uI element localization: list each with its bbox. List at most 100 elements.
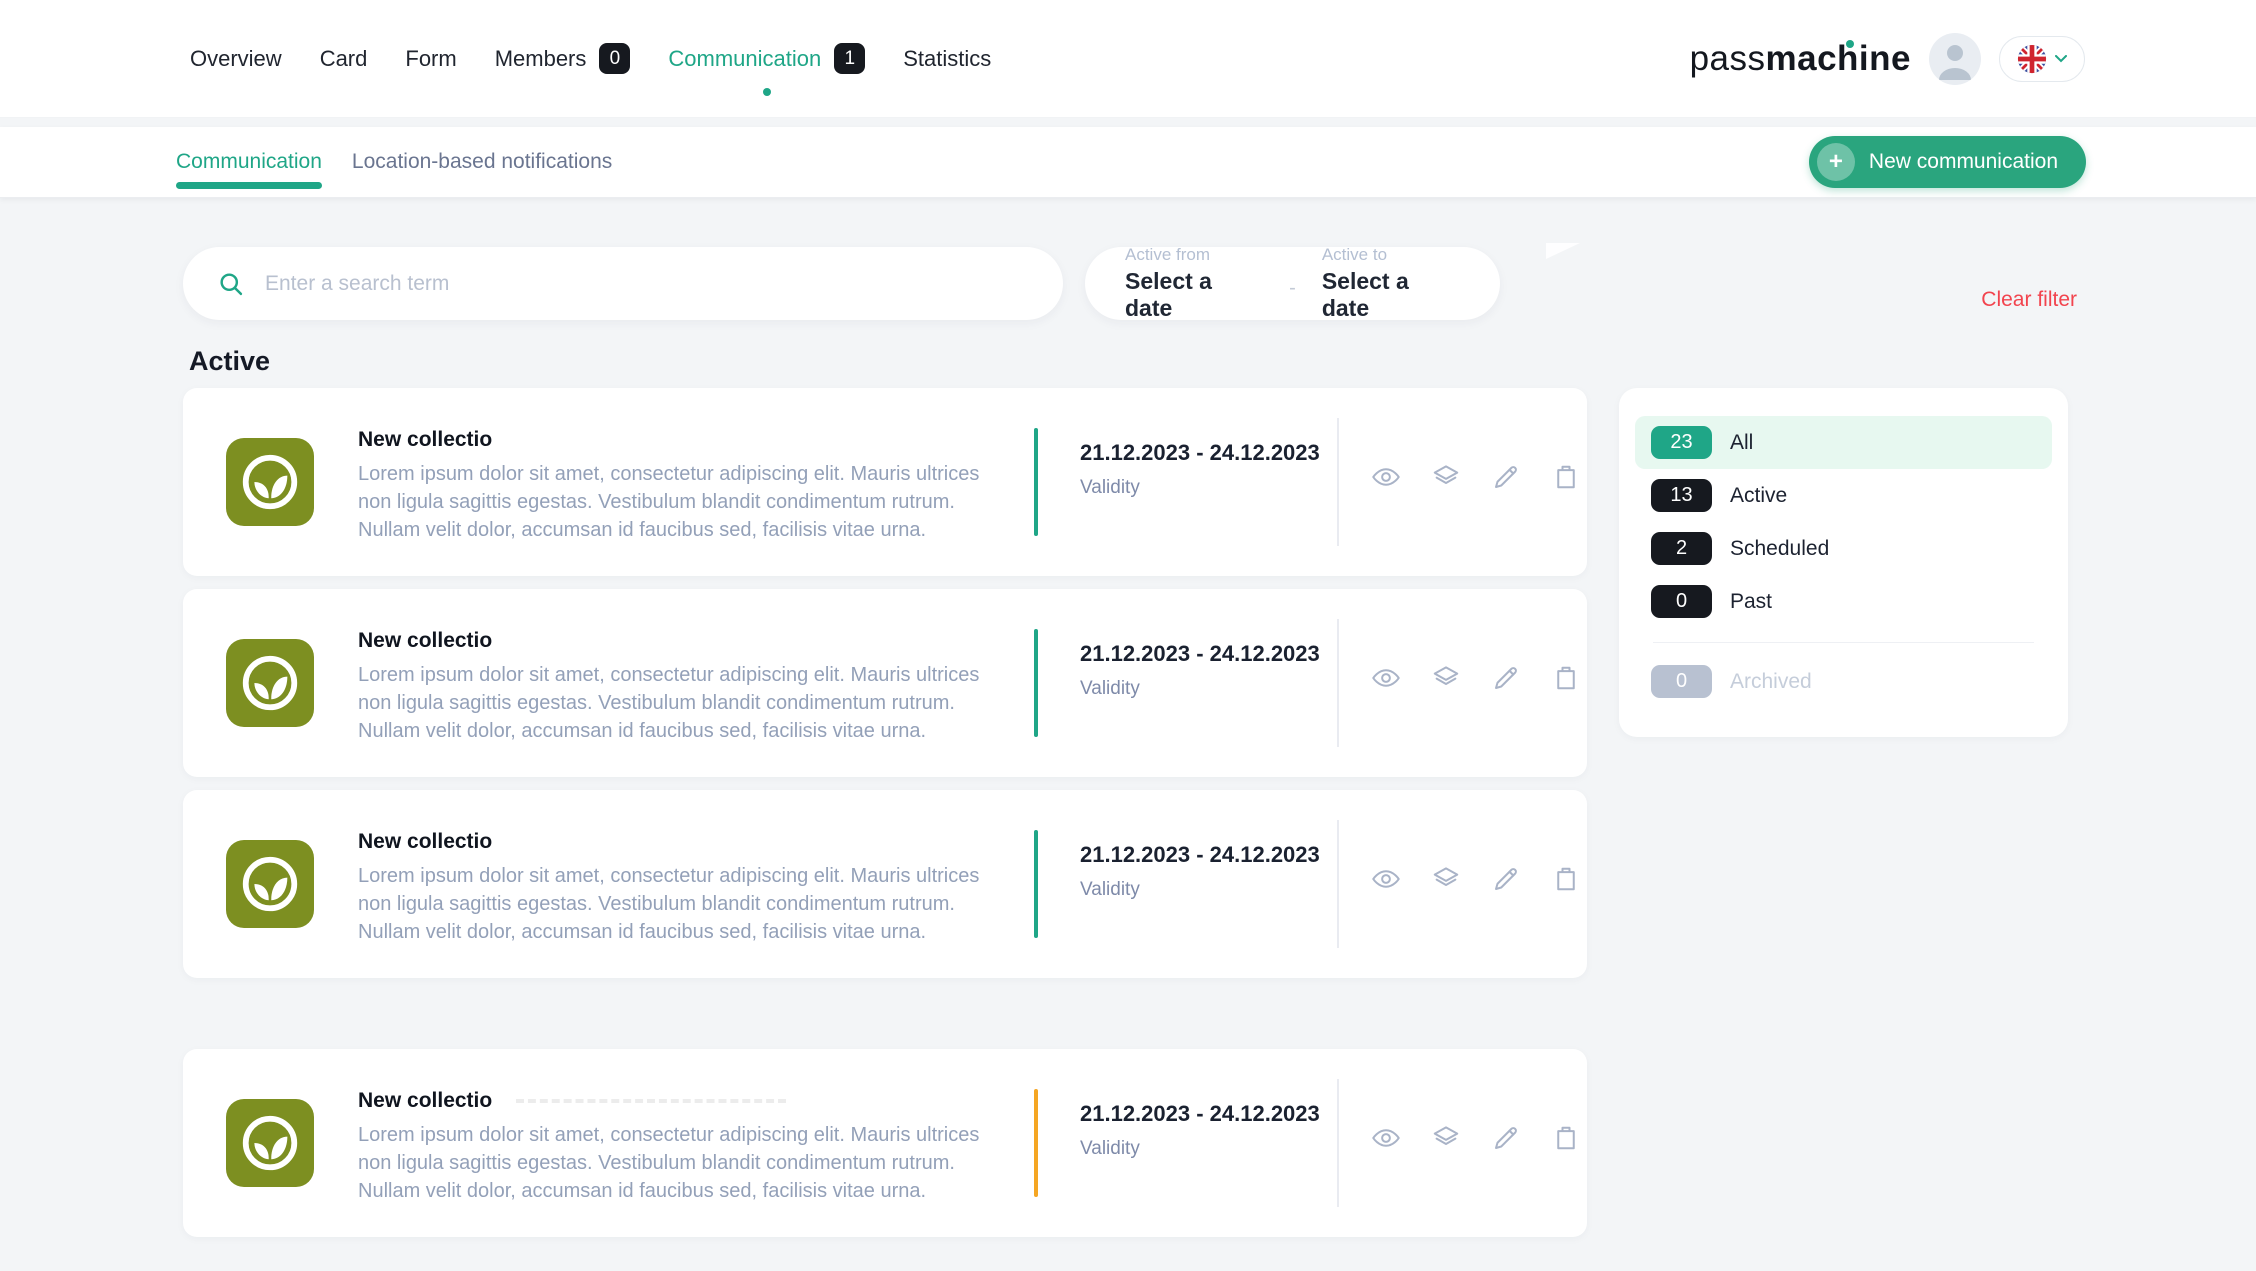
card-description: Lorem ipsum dolor sit amet, consectetur …	[358, 664, 980, 742]
leaf-logo-icon	[242, 856, 298, 912]
layers-icon	[1433, 867, 1459, 886]
validity-dates: 21.12.2023 - 24.12.2023	[1080, 842, 1320, 867]
communication-card[interactable]: New collectio Lorem ipsum dolor sit amet…	[183, 388, 1587, 576]
trash-icon	[1557, 867, 1575, 891]
clear-filter-link[interactable]: Clear filter	[1981, 288, 2077, 311]
status-count-badge: 0	[1651, 585, 1712, 618]
delete-button[interactable]	[1551, 663, 1581, 693]
edit-button[interactable]	[1491, 663, 1521, 693]
status-count-badge: 23	[1651, 426, 1712, 459]
nav-overview-label: Overview	[190, 45, 282, 71]
active-from-value: Select a date	[1125, 268, 1212, 321]
card-description: Lorem ipsum dolor sit amet, consectetur …	[358, 463, 980, 541]
pencil-icon	[1495, 466, 1517, 488]
validity-label: Validity	[1080, 1138, 1140, 1159]
tab-location-notifications[interactable]: Location-based notifications	[351, 150, 613, 173]
top-header: Overview Card Form Members 0 Communicati…	[0, 0, 2256, 118]
card-title: New collectio	[358, 428, 493, 451]
cursor-artifact	[1546, 243, 1580, 259]
tab-communication[interactable]: Communication	[176, 127, 322, 197]
validity-label: Validity	[1080, 879, 1140, 900]
card-text: New collectio Lorem ipsum dolor sit amet…	[358, 629, 998, 745]
edit-button[interactable]	[1491, 1123, 1521, 1153]
nav-card-label: Card	[319, 45, 368, 71]
card-title: New collectio	[358, 629, 493, 652]
status-filter-row[interactable]: 23 All	[1635, 416, 2052, 469]
uk-flag-icon	[2017, 44, 2047, 73]
main-nav: Overview Card Form Members 0 Communicati…	[190, 43, 991, 96]
preview-button[interactable]	[1371, 864, 1401, 894]
layers-icon	[1433, 465, 1459, 484]
nav-members-label: Members	[494, 45, 587, 71]
logo-text-light: pass	[1689, 38, 1766, 78]
person-icon	[1939, 44, 1971, 80]
validity-dates: 21.12.2023 - 24.12.2023	[1080, 1101, 1320, 1126]
card-divider	[1337, 418, 1339, 546]
delete-button[interactable]	[1551, 462, 1581, 492]
header-right: passmachine	[1690, 32, 2085, 85]
active-to-value: Select a date	[1321, 268, 1409, 321]
preview-button[interactable]	[1371, 1123, 1401, 1153]
duplicate-button[interactable]	[1431, 1123, 1461, 1153]
status-filter-row[interactable]: 0 Past	[1635, 575, 2052, 628]
section-title-active: Active	[189, 346, 271, 376]
active-to-field[interactable]: Active to Select a date	[1322, 245, 1460, 322]
card-divider	[1337, 619, 1339, 747]
nav-statistics[interactable]: Statistics	[903, 46, 991, 72]
active-from-field[interactable]: Active from Select a date	[1125, 245, 1263, 322]
card-text: New collectio Lorem ipsum dolor sit amet…	[358, 830, 998, 946]
preview-button[interactable]	[1371, 462, 1401, 492]
duplicate-button[interactable]	[1431, 864, 1461, 894]
pencil-icon	[1495, 868, 1517, 890]
status-label: Scheduled	[1730, 536, 1830, 560]
nav-communication[interactable]: Communication 1	[668, 43, 866, 96]
status-count-badge: 2	[1651, 532, 1712, 565]
validity-dates: 21.12.2023 - 24.12.2023	[1080, 440, 1320, 465]
card-actions	[1371, 663, 1581, 693]
members-count-badge: 0	[599, 43, 631, 74]
user-avatar[interactable]	[1929, 32, 1981, 85]
trash-icon	[1557, 1126, 1575, 1150]
card-text: New collectio Lorem ipsum dolor sit amet…	[358, 1089, 998, 1205]
edit-button[interactable]	[1491, 864, 1521, 894]
passmachine-logo: passmachine	[1690, 39, 1911, 79]
logo-accent-dot	[1846, 39, 1854, 48]
card-validity: 21.12.2023 - 24.12.2023 Validity	[1080, 641, 1320, 700]
search-input[interactable]	[265, 271, 905, 296]
duplicate-button[interactable]	[1431, 663, 1461, 693]
validity-accent-bar	[1034, 830, 1038, 938]
nav-members[interactable]: Members 0	[495, 43, 631, 74]
edit-button[interactable]	[1491, 462, 1521, 492]
card-actions	[1371, 864, 1581, 894]
nav-overview[interactable]: Overview	[190, 46, 282, 72]
subtabs: Communication Location-based notificatio…	[176, 127, 612, 197]
date-range-filter[interactable]: Active from Select a date - Active to Se…	[1085, 245, 1500, 322]
eye-icon	[1372, 1129, 1400, 1147]
active-from-label: Active from	[1125, 245, 1211, 264]
collection-logo	[226, 1099, 314, 1187]
card-validity: 21.12.2023 - 24.12.2023 Validity	[1080, 1101, 1320, 1160]
communication-card[interactable]: New collectio Lorem ipsum dolor sit amet…	[183, 1049, 1587, 1237]
delete-button[interactable]	[1551, 1123, 1581, 1153]
pencil-icon	[1495, 1127, 1517, 1149]
nav-card[interactable]: Card	[320, 46, 368, 72]
language-selector[interactable]	[1999, 35, 2085, 82]
status-filter-row[interactable]: 13 Active	[1635, 469, 2052, 522]
delete-button[interactable]	[1551, 864, 1581, 894]
placeholder-dashes	[516, 1099, 787, 1103]
status-filter-row[interactable]: 2 Scheduled	[1635, 522, 2052, 575]
duplicate-button[interactable]	[1431, 462, 1461, 492]
nav-form[interactable]: Form	[405, 46, 456, 72]
card-text: New collectio Lorem ipsum dolor sit amet…	[358, 428, 998, 544]
leaf-logo-icon	[242, 454, 298, 510]
status-filter-archived[interactable]: 0 Archived	[1635, 655, 2052, 708]
new-communication-button[interactable]: + New communication	[1808, 136, 2086, 188]
communication-card[interactable]: New collectio Lorem ipsum dolor sit amet…	[183, 589, 1587, 777]
card-description: Lorem ipsum dolor sit amet, consectetur …	[358, 1124, 980, 1202]
communication-card[interactable]: New collectio Lorem ipsum dolor sit amet…	[183, 790, 1587, 978]
validity-dates: 21.12.2023 - 24.12.2023	[1080, 641, 1320, 666]
collection-logo	[226, 840, 314, 928]
active-to-label: Active to	[1321, 245, 1388, 264]
preview-button[interactable]	[1371, 663, 1401, 693]
